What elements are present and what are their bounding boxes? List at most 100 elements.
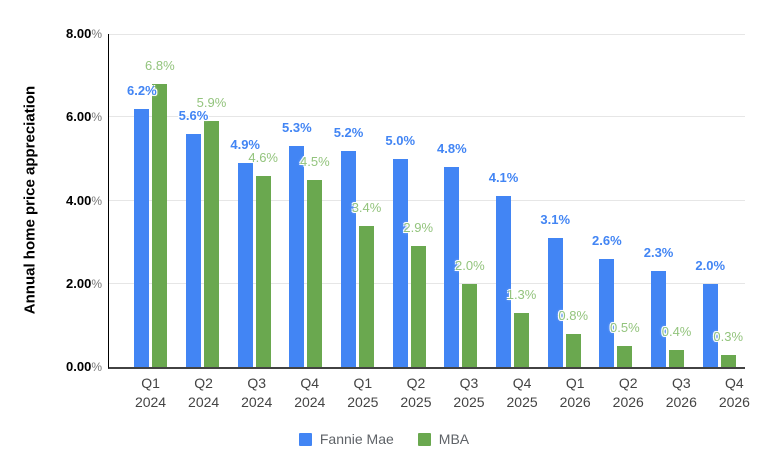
bar-mba-q1-2024[interactable]: 6.8% [145, 58, 175, 367]
x-label-quarter: Q4 [300, 375, 320, 391]
bar-mba-q3-2024[interactable]: 4.6% [248, 150, 278, 367]
legend-swatch-mba [417, 432, 431, 446]
bar-fannie-mae-q2-2025[interactable]: 5.0% [385, 133, 415, 367]
bar-group-q4-2026: 2.0% 0.3% [693, 34, 745, 367]
bars-row: 6.2% 6.8% 5.6% 5.9% 4.9% 4.6% 5.3% 4.5% 5.2% 3.4%… [109, 34, 745, 367]
y-tick-suffix: % [91, 276, 102, 291]
bar-mba-q4-2026[interactable]: 0.3% [713, 329, 743, 367]
bar-label-fannie-mae-q2-2026: 2.6% [592, 232, 622, 248]
y-axis-tick-label: 8.00% [0, 26, 102, 42]
bar-group-q3-2025: 4.8% 2.0% [435, 34, 487, 367]
y-tick-suffix: % [91, 110, 102, 125]
bar-label-mba-q2-2025: 2.9% [403, 220, 434, 236]
bar-fannie-mae-q2-2024[interactable]: 5.6% [179, 108, 208, 367]
legend-item-fannie-mae[interactable]: Fannie Mae [298, 431, 394, 447]
bar-label-fannie-mae-q4-2026: 2.0% [695, 257, 726, 273]
x-label-year: 2026 [612, 394, 644, 410]
bar-mba-q1-2026[interactable]: 0.8% [558, 308, 588, 367]
bar-fannie-mae-q4-2024[interactable]: 5.3% [282, 120, 312, 367]
plot-area: 6.2% 6.8% 5.6% 5.9% 4.9% 4.6% 5.3% 4.5% 5.2% 3.4%… [108, 34, 745, 369]
bar-label-fannie-mae-q3-2026: 2.3% [643, 245, 674, 261]
bar-group-q1-2024: 6.2% 6.8% [125, 34, 177, 367]
bar-mba-q2-2024[interactable]: 5.9% [197, 95, 226, 367]
x-label-quarter: Q3 [459, 375, 479, 391]
bar-label-fannie-mae-q2-2024: 5.6% [178, 107, 209, 123]
bar-label-fannie-mae-q4-2025: 4.1% [488, 170, 519, 186]
bar-fannie-mae-q1-2026[interactable]: 3.1% [540, 212, 570, 367]
bar-label-mba-q4-2026: 0.3% [713, 328, 744, 344]
y-axis-tick-label: 4.00% [0, 193, 102, 209]
y-tick-value: 2.00 [66, 275, 92, 291]
bar-label-mba-q1-2025: 3.4% [351, 199, 382, 215]
bar-fannie-mae-q4-2025[interactable]: 4.1% [489, 170, 518, 367]
y-tick-value: 4.00 [66, 192, 92, 208]
bar-label-mba-q3-2025: 2.0% [455, 257, 485, 273]
legend-item-mba[interactable]: MBA [417, 431, 470, 447]
legend-label: Fannie Mae [319, 431, 394, 447]
bar-mba-q4-2025[interactable]: 1.3% [507, 287, 536, 367]
x-label-quarter: Q4 [725, 375, 744, 391]
bar-mba-q2-2025[interactable]: 2.9% [403, 220, 433, 367]
x-label-year: 2026 [718, 394, 750, 410]
x-label-quarter: Q2 [194, 375, 213, 391]
bar-fannie-mae-q3-2025[interactable]: 4.8% [437, 141, 467, 367]
x-axis-label-q1-2025: Q1 2025 [336, 374, 389, 412]
bar-mba-q2-2026[interactable]: 0.5% [610, 320, 640, 367]
x-label-year: 2025 [400, 394, 432, 410]
x-axis-label-q2-2024: Q2 2024 [177, 374, 230, 412]
bar-label-mba-q1-2026: 0.8% [558, 307, 589, 323]
bar-label-mba-q3-2024: 4.6% [248, 149, 278, 165]
bar-fannie-mae-q3-2024[interactable]: 4.9% [230, 137, 260, 367]
gridline [109, 34, 745, 35]
y-axis-tick-label: 2.00% [0, 276, 102, 292]
x-label-year: 2025 [453, 394, 485, 410]
x-label-year: 2024 [241, 394, 273, 410]
bar-group-q1-2026: 3.1% 0.8% [538, 34, 590, 367]
bar-label-fannie-mae-q1-2026: 3.1% [540, 212, 571, 227]
y-tick-suffix: % [91, 193, 102, 208]
bar-group-q3-2026: 2.3% 0.4% [642, 34, 694, 367]
legend-label: MBA [438, 431, 470, 447]
bar-fannie-mae-q2-2026[interactable]: 2.6% [592, 233, 622, 367]
x-axis-label-q3-2026: Q3 2026 [655, 374, 708, 412]
legend: Fannie Mae MBA [0, 430, 768, 448]
bar-label-mba-q2-2026: 0.5% [610, 320, 640, 336]
bar-mba-q3-2025[interactable]: 2.0% [455, 258, 485, 367]
bar-label-fannie-mae-q3-2024: 4.9% [230, 137, 260, 152]
bar-mba-q4-2024[interactable]: 4.5% [300, 154, 330, 367]
x-axis-label-q1-2024: Q1 2024 [124, 374, 177, 412]
x-label-year: 2024 [188, 394, 220, 410]
bar-label-fannie-mae-q2-2025: 5.0% [385, 132, 416, 148]
bar-group-q4-2024: 5.3% 4.5% [280, 34, 332, 367]
x-label-quarter: Q2 [406, 375, 426, 391]
x-label-year: 2024 [294, 394, 326, 410]
x-label-year: 2024 [134, 394, 167, 410]
bar-fannie-mae-q1-2024[interactable]: 6.2% [127, 83, 157, 367]
y-axis-tick-label: 6.00% [0, 109, 102, 125]
legend-swatch-fannie-mae [298, 432, 312, 446]
bar-group-q2-2024: 5.6% 5.9% [177, 34, 229, 367]
bar-group-q3-2024: 4.9% 4.6% [228, 34, 280, 367]
bar-label-fannie-mae-q3-2025: 4.8% [437, 141, 467, 157]
x-axis-label-q2-2026: Q2 2026 [602, 374, 655, 412]
x-axis-label-q4-2025: Q4 2025 [496, 374, 549, 412]
y-tick-suffix: % [91, 360, 102, 374]
bar-fannie-mae-q1-2025[interactable]: 5.2% [334, 125, 363, 367]
bar-group-q2-2026: 2.6% 0.5% [590, 34, 642, 367]
x-label-year: 2025 [506, 394, 538, 410]
x-label-quarter: Q3 [247, 375, 267, 391]
x-label-quarter: Q1 [565, 375, 585, 391]
bar-mba-q3-2026[interactable]: 0.4% [662, 324, 691, 367]
x-axis-label-q4-2024: Q4 2024 [283, 374, 336, 412]
x-label-quarter: Q1 [353, 375, 373, 391]
bar-fannie-mae-q3-2026[interactable]: 2.3% [644, 245, 673, 367]
x-axis-label-q3-2024: Q3 2024 [230, 374, 283, 412]
bar-mba-q1-2025[interactable]: 3.4% [352, 200, 381, 367]
x-label-year: 2025 [347, 394, 379, 410]
bar-fannie-mae-q4-2026[interactable]: 2.0% [695, 258, 725, 367]
bar-group-q2-2025: 5.0% 2.9% [383, 34, 435, 367]
bar-label-mba-q4-2024: 4.5% [300, 153, 330, 169]
bar-label-fannie-mae-q1-2024: 6.2% [127, 82, 157, 98]
y-tick-value: 6.00 [66, 109, 92, 125]
